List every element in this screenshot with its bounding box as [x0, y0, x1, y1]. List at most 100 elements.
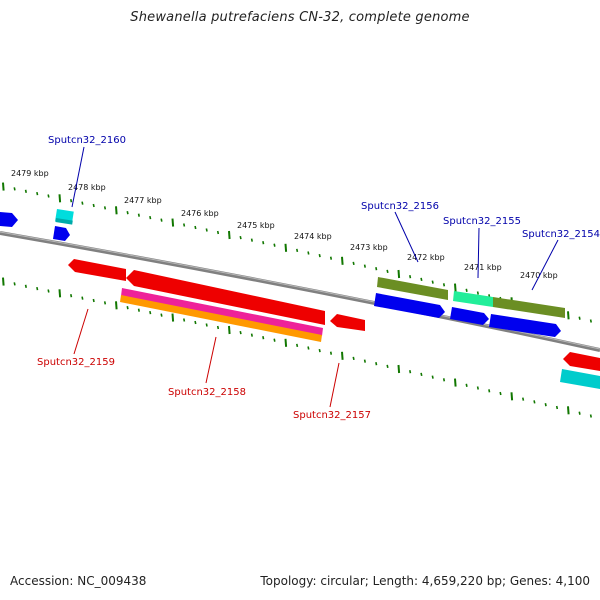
- minor-tick: [216, 230, 220, 235]
- minor-tick: [183, 223, 186, 227]
- minor-tick: [160, 218, 163, 222]
- minor-tick: [465, 288, 468, 292]
- minor-tick: [250, 333, 253, 337]
- minor-tick: [81, 296, 84, 300]
- gene-arrow-blue[interactable]: [53, 226, 70, 241]
- minor-tick: [352, 356, 355, 361]
- minor-tick: [522, 397, 525, 401]
- minor-tick: [488, 389, 491, 393]
- minor-tick: [183, 318, 186, 322]
- minor-tick: [296, 343, 299, 348]
- minor-tick: [273, 243, 276, 247]
- gene-arrow-red[interactable]: [68, 259, 126, 281]
- gene-arrow-blue[interactable]: [0, 212, 18, 227]
- gene-arrow-blue[interactable]: [374, 293, 445, 318]
- major-tick: [2, 277, 5, 286]
- major-tick: [284, 243, 288, 252]
- minor-tick: [589, 414, 592, 418]
- minor-tick: [431, 375, 434, 379]
- minor-tick: [70, 294, 73, 298]
- minor-tick: [13, 187, 16, 191]
- minor-tick: [194, 225, 197, 230]
- minor-tick: [386, 269, 389, 274]
- outer-tick-ring: [2, 182, 592, 323]
- gene-arrow-olive[interactable]: [377, 277, 448, 300]
- minor-tick: [205, 228, 208, 232]
- gene-label-reverse[interactable]: Sputcn32_2158: [168, 387, 246, 398]
- minor-tick: [296, 248, 299, 253]
- minor-tick: [307, 346, 310, 350]
- minor-tick: [205, 323, 208, 327]
- gene-label-forward[interactable]: Sputcn32_2155: [443, 216, 521, 227]
- callout-line: [477, 227, 480, 279]
- minor-tick: [262, 336, 265, 340]
- gene-block-cyan[interactable]: [560, 369, 600, 389]
- major-tick: [171, 218, 175, 227]
- minor-tick: [81, 201, 84, 205]
- minor-tick: [126, 211, 129, 215]
- minor-tick: [103, 301, 107, 305]
- minor-tick: [92, 203, 95, 208]
- minor-tick: [544, 403, 547, 407]
- minor-tick: [92, 298, 95, 303]
- major-tick: [228, 230, 231, 240]
- major-tick: [397, 364, 401, 374]
- major-tick: [228, 325, 231, 335]
- minor-tick: [137, 213, 140, 217]
- major-tick: [567, 406, 570, 415]
- minor-tick: [465, 383, 468, 387]
- scale-label: 2478 kbp: [68, 183, 106, 192]
- scale-label: 2477 kbp: [124, 196, 162, 205]
- gene-block-orange[interactable]: [120, 295, 322, 342]
- gene-arrow-olive[interactable]: [493, 297, 565, 318]
- gene-arrow-red[interactable]: [126, 270, 325, 325]
- gene-arrow-red[interactable]: [330, 314, 365, 331]
- minor-tick: [578, 316, 581, 320]
- major-tick: [58, 289, 62, 298]
- gene-block-aqua[interactable]: [453, 291, 493, 307]
- minor-tick: [555, 405, 559, 410]
- gene-label-reverse[interactable]: Sputcn32_2157: [293, 410, 371, 421]
- gene-label-forward[interactable]: Sputcn32_2160: [48, 135, 126, 146]
- minor-tick: [47, 194, 50, 198]
- gene-block-magenta[interactable]: [121, 288, 323, 336]
- gene-arrow-red[interactable]: [563, 352, 600, 371]
- gene-arrow-blue[interactable]: [489, 314, 561, 337]
- gene-label-reverse[interactable]: Sputcn32_2159: [37, 357, 115, 368]
- minor-tick: [431, 280, 434, 284]
- callout-line: [394, 211, 419, 263]
- scale-label: 2476 kbp: [181, 209, 219, 218]
- minor-tick: [329, 351, 333, 355]
- minor-tick: [409, 370, 412, 374]
- gene-block-cyan-shade: [55, 218, 73, 225]
- genome-title: Shewanella putrefaciens CN-32, complete …: [130, 10, 470, 25]
- minor-tick: [363, 264, 366, 268]
- scale-label: 2470 kbp: [520, 271, 558, 280]
- scale-label: 2475 kbp: [237, 221, 275, 230]
- minor-tick: [126, 306, 129, 310]
- minor-tick: [24, 284, 27, 288]
- minor-tick: [307, 251, 310, 255]
- minor-tick: [239, 235, 242, 240]
- major-tick: [341, 351, 344, 360]
- major-tick: [171, 313, 175, 322]
- minor-tick: [352, 261, 355, 266]
- minor-tick: [13, 282, 16, 286]
- minor-tick: [318, 253, 321, 258]
- gene-label-forward[interactable]: Sputcn32_2156: [361, 201, 439, 212]
- minor-tick: [70, 199, 73, 203]
- gene-label-forward[interactable]: Sputcn32_2154: [522, 229, 600, 240]
- major-tick: [58, 194, 62, 203]
- gene-arrow-blue[interactable]: [450, 307, 489, 325]
- minor-tick: [442, 283, 446, 287]
- major-tick: [284, 338, 288, 347]
- scale-label: 2472 kbp: [407, 253, 445, 262]
- major-tick: [510, 392, 514, 401]
- minor-tick: [318, 348, 321, 353]
- minor-tick: [533, 400, 536, 404]
- minor-tick: [194, 320, 197, 325]
- minor-tick: [589, 319, 592, 323]
- callout-line: [531, 239, 559, 291]
- minor-tick: [409, 275, 412, 279]
